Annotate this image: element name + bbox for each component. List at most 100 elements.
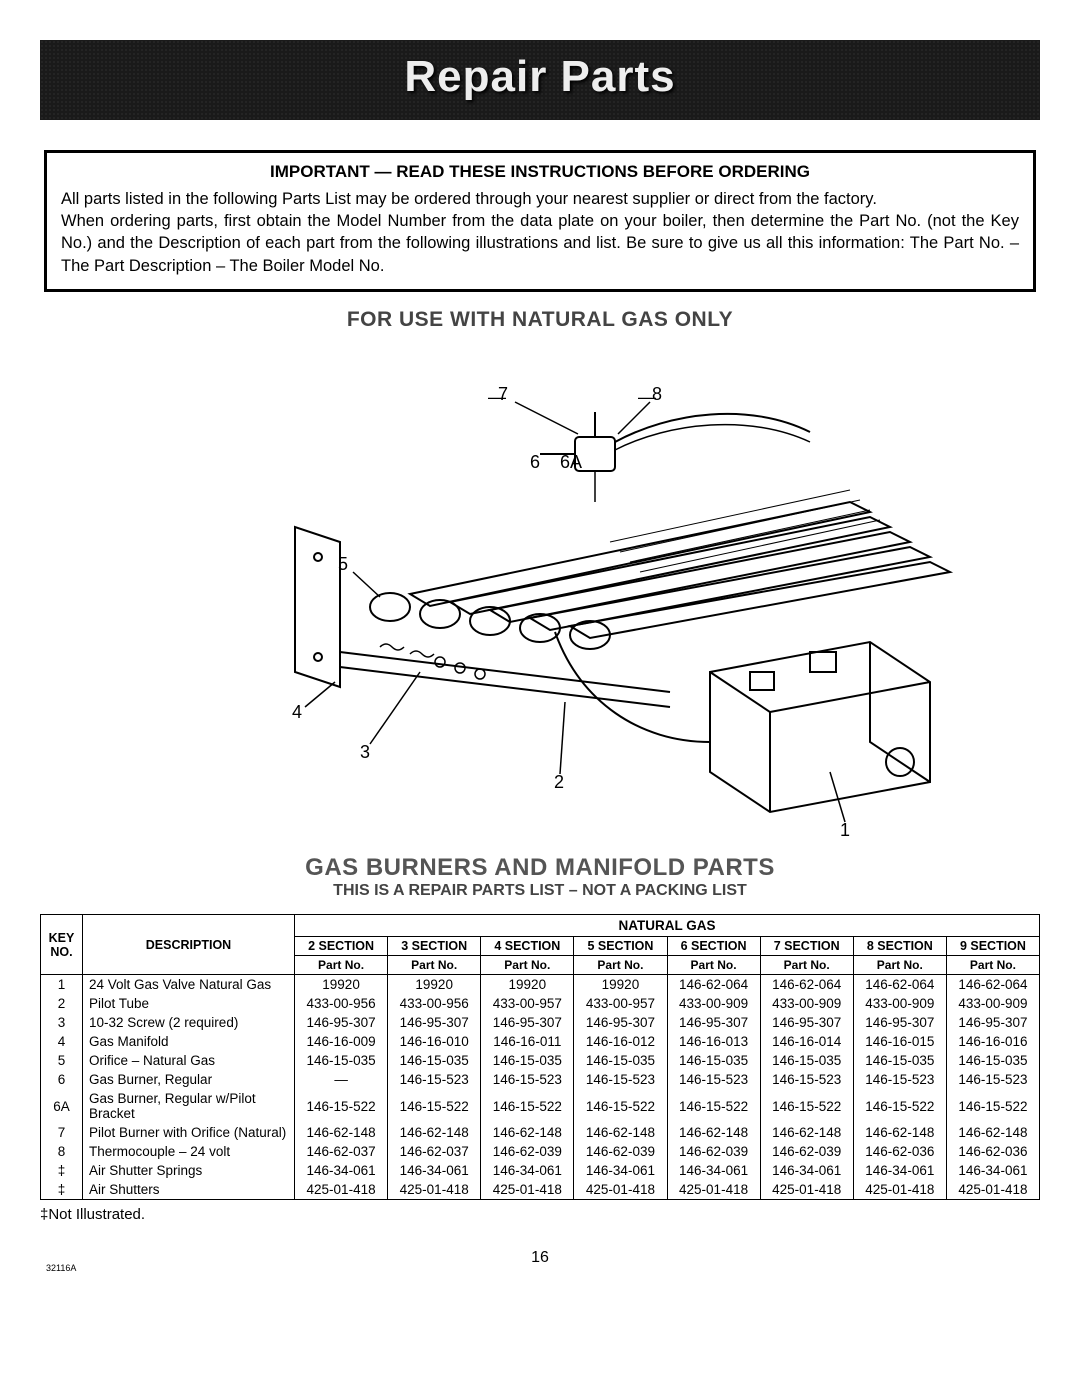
th-pn-4: Part No. [667,956,760,975]
callout-6a: 6A [560,452,582,473]
cell-partno: 146-95-307 [667,1013,760,1032]
cell-partno: 146-95-307 [574,1013,667,1032]
cell-partno: 146-95-307 [946,1013,1039,1032]
burner-diagram-svg [110,342,970,842]
cell-partno: 146-62-064 [853,975,946,995]
cell-key: 2 [41,994,83,1013]
th-sec-4: 6 SECTION [667,937,760,956]
cell-key: 7 [41,1123,83,1142]
cell-partno: 425-01-418 [295,1180,388,1200]
th-pn-5: Part No. [760,956,853,975]
cell-partno: 146-34-061 [853,1161,946,1180]
section-sub: THIS IS A REPAIR PARTS LIST – NOT A PACK… [40,882,1040,900]
cell-partno: 146-34-061 [295,1161,388,1180]
cell-partno: 146-15-035 [481,1051,574,1070]
cell-desc: Gas Manifold [83,1032,295,1051]
cell-partno: 425-01-418 [481,1180,574,1200]
callout-6: 6 [530,452,540,473]
cell-partno: 146-95-307 [295,1013,388,1032]
cell-partno: 146-62-039 [760,1142,853,1161]
table-row: 7Pilot Burner with Orifice (Natural)146-… [41,1123,1040,1142]
callout-1: 1 [840,820,850,841]
callout-5: 5 [338,554,348,575]
parts-table: KEY NO. DESCRIPTION NATURAL GAS 2 SECTIO… [40,914,1040,1200]
cell-partno: 146-15-522 [388,1089,481,1123]
cell-desc: Gas Burner, Regular [83,1070,295,1089]
cell-partno: 146-34-061 [946,1161,1039,1180]
cell-partno: 146-95-307 [760,1013,853,1032]
cell-partno: 425-01-418 [946,1180,1039,1200]
cell-partno: 146-15-035 [388,1051,481,1070]
cell-partno: 146-62-148 [946,1123,1039,1142]
callout-3: 3 [360,742,370,763]
cell-partno: 146-15-522 [667,1089,760,1123]
th-pn-7: Part No. [946,956,1039,975]
diagram: 7 — 8 — 6 6A 5 4 3 2 1 [110,342,970,842]
cell-partno: 146-16-009 [295,1032,388,1051]
th-pn-1: Part No. [388,956,481,975]
table-row: 8Thermocouple – 24 volt146-62-037146-62-… [41,1142,1040,1161]
cell-partno: 146-15-523 [946,1070,1039,1089]
cell-partno: 146-62-148 [574,1123,667,1142]
cell-desc: 10-32 Screw (2 required) [83,1013,295,1032]
cell-partno: 425-01-418 [667,1180,760,1200]
section-title: GAS BURNERS AND MANIFOLD PARTS [40,854,1040,882]
cell-partno: 146-62-148 [760,1123,853,1142]
cell-partno: 146-34-061 [481,1161,574,1180]
cell-partno: 146-16-015 [853,1032,946,1051]
cell-partno: 146-62-039 [481,1142,574,1161]
cell-partno: 19920 [388,975,481,995]
cell-partno: 19920 [574,975,667,995]
cell-partno: 433-00-957 [481,994,574,1013]
cell-partno: 146-15-522 [946,1089,1039,1123]
th-desc: DESCRIPTION [83,915,295,975]
callout-8-line: — [638,387,656,408]
cell-partno: 146-62-064 [667,975,760,995]
cell-partno: 146-15-035 [574,1051,667,1070]
cell-partno: 146-15-035 [946,1051,1039,1070]
cell-partno: 425-01-418 [853,1180,946,1200]
cell-partno: 146-15-522 [295,1089,388,1123]
important-line1: All parts listed in the following Parts … [61,188,1019,210]
cell-partno: 433-00-909 [853,994,946,1013]
cell-desc: Pilot Tube [83,994,295,1013]
cell-desc: Air Shutters [83,1180,295,1200]
banner: Repair Parts [40,40,1040,120]
cell-desc: 24 Volt Gas Valve Natural Gas [83,975,295,995]
th-sec-2: 4 SECTION [481,937,574,956]
cell-partno: 146-62-148 [295,1123,388,1142]
cell-partno: 146-15-522 [853,1089,946,1123]
th-pn-6: Part No. [853,956,946,975]
cell-partno: 146-15-523 [760,1070,853,1089]
cell-partno: 146-16-014 [760,1032,853,1051]
cell-partno: 433-00-956 [295,994,388,1013]
table-row: 310-32 Screw (2 required)146-95-307146-9… [41,1013,1040,1032]
cell-partno: 433-00-956 [388,994,481,1013]
cell-partno: 146-62-064 [760,975,853,995]
cell-partno: 433-00-909 [946,994,1039,1013]
cell-partno: 433-00-909 [667,994,760,1013]
subhead: FOR USE WITH NATURAL GAS ONLY [40,308,1040,332]
th-sec-7: 9 SECTION [946,937,1039,956]
cell-desc: Orifice – Natural Gas [83,1051,295,1070]
cell-partno: 146-62-039 [667,1142,760,1161]
table-row: ‡Air Shutter Springs146-34-061146-34-061… [41,1161,1040,1180]
cell-partno: 146-34-061 [388,1161,481,1180]
cell-key: 8 [41,1142,83,1161]
doc-id: 32116A [46,1263,76,1273]
cell-partno: 146-34-061 [667,1161,760,1180]
cell-partno: 146-15-523 [667,1070,760,1089]
cell-partno: 146-62-148 [667,1123,760,1142]
cell-partno: 146-95-307 [481,1013,574,1032]
table-row: 6AGas Burner, Regular w/Pilot Bracket146… [41,1089,1040,1123]
th-pn-2: Part No. [481,956,574,975]
cell-partno: 146-15-035 [295,1051,388,1070]
cell-desc: Air Shutter Springs [83,1161,295,1180]
callout-7-line: — [488,387,506,408]
th-pn-0: Part No. [295,956,388,975]
cell-partno: 146-16-010 [388,1032,481,1051]
cell-key: 5 [41,1051,83,1070]
cell-partno: 146-16-011 [481,1032,574,1051]
cell-key: 4 [41,1032,83,1051]
table-row: 124 Volt Gas Valve Natural Gas1992019920… [41,975,1040,995]
